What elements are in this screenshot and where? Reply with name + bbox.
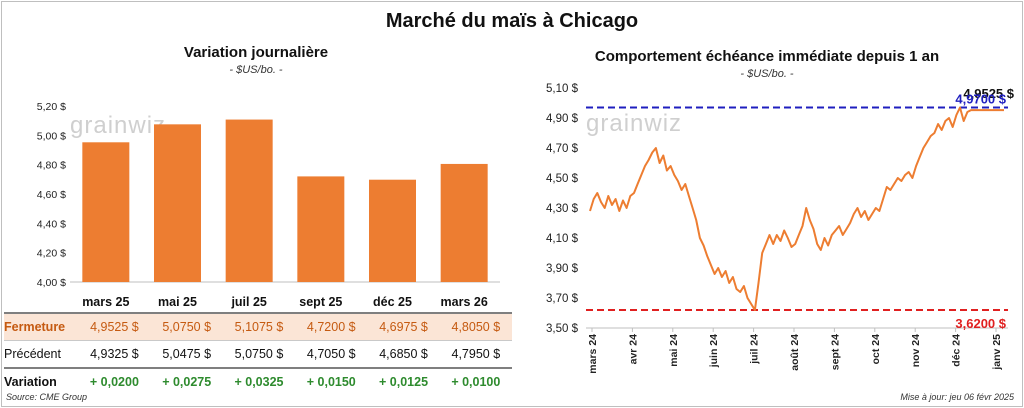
line-y-tick-label: 4,90 $ <box>546 113 579 125</box>
previous-cell: 4,9325 $ <box>78 340 151 369</box>
watermark-right: grainwiz <box>586 110 683 137</box>
bar <box>82 142 130 282</box>
line-x-tick-label: juin 24 <box>708 334 720 368</box>
bar <box>369 179 416 282</box>
line-x-tick-label: août 24 <box>789 334 801 371</box>
variation-cell: + 0,0100 <box>451 375 501 389</box>
close-cell: 5,0750 $ <box>150 312 223 341</box>
table-row-previous: Précédent 4,9325 $ 5,0475 $ 5,0750 $ 4,7… <box>4 340 512 369</box>
bar-y-tick-label: 5,20 $ <box>37 101 66 113</box>
line-y-tick-label: 3,70 $ <box>546 293 579 305</box>
previous-cell: 4,6850 $ <box>367 340 440 369</box>
table-row-close: Fermeture 4,9525 $ 5,0750 $ 5,1075 $ 4,7… <box>4 312 512 341</box>
bar <box>440 163 488 282</box>
close-cell: 5,1075 $ <box>222 312 296 341</box>
bar-chart-unit: - $US/bo. - <box>229 64 283 76</box>
bar-y-tick-label: 4,60 $ <box>37 189 66 201</box>
previous-cell: 4,7950 $ <box>439 340 512 369</box>
update-note: Mise à jour: jeu 06 févr 2025 <box>900 392 1014 402</box>
bar-category-label: mars 25 <box>82 295 129 309</box>
line-x-tick-label: sept 24 <box>829 334 841 370</box>
variation-cell: + 0,0150 <box>306 375 356 389</box>
line-y-tick-label: 3,50 $ <box>546 323 579 335</box>
variation-cell: + 0,0275 <box>162 375 212 389</box>
variation-cell: + 0,0200 <box>89 375 139 389</box>
bar-category-label: déc 25 <box>373 295 412 309</box>
bar-category-label: mars 26 <box>441 295 488 309</box>
line-x-tick-label: mai 24 <box>668 334 680 367</box>
line-y-tick-label: 4,50 $ <box>546 173 579 185</box>
line-x-tick-label: juil 24 <box>749 334 761 365</box>
bar-category-label: sept 25 <box>299 295 342 309</box>
bar-y-tick-label: 4,00 $ <box>37 277 66 289</box>
line-y-tick-label: 5,10 $ <box>546 83 579 95</box>
bar-y-tick-label: 4,40 $ <box>37 218 66 230</box>
price-line <box>589 106 1004 311</box>
previous-cell: 5,0475 $ <box>150 340 223 369</box>
last-value-label: 4,9525 $ <box>963 86 1014 101</box>
bar-category-label: juil 25 <box>230 295 266 309</box>
main-title: Marché du maïs à Chicago <box>385 10 639 32</box>
variation-cell: + 0,0125 <box>379 375 429 389</box>
close-label: Fermeture <box>4 312 79 341</box>
line-y-tick-label: 4,10 $ <box>546 233 579 245</box>
bar-chart-title: Variation journalière <box>183 44 329 61</box>
bar-y-tick-label: 4,20 $ <box>37 248 66 260</box>
variation-cell: + 0,0325 <box>234 375 284 389</box>
bar-category-label: mai 25 <box>158 295 197 309</box>
watermark-left: grainwiz <box>70 112 167 139</box>
previous-cell: 5,0750 $ <box>222 340 296 369</box>
variation-label: Variation <box>4 375 57 389</box>
bar <box>154 124 201 282</box>
close-cell: 4,6975 $ <box>367 312 440 341</box>
price-table: Fermeture 4,9525 $ 5,0750 $ 5,1075 $ 4,7… <box>4 312 512 395</box>
line-x-tick-label: oct 24 <box>870 334 882 365</box>
line-y-tick-label: 3,90 $ <box>546 263 579 275</box>
high-value-label: 4,9700 $ <box>955 92 1006 107</box>
line-x-tick-label: janv 25 <box>991 334 1003 371</box>
close-cell: 4,7200 $ <box>295 312 368 341</box>
table-row-variation: Variation + 0,0200 + 0,0275 + 0,0325 + 0… <box>4 368 512 395</box>
bar <box>297 176 345 282</box>
low-value-label: 3,6200 $ <box>955 316 1006 331</box>
previous-label: Précédent <box>4 340 79 369</box>
line-y-tick-label: 4,30 $ <box>546 203 579 215</box>
close-cell: 4,8050 $ <box>439 312 512 341</box>
line-x-tick-label: déc 24 <box>951 334 963 367</box>
line-x-tick-label: mars 24 <box>587 334 599 374</box>
line-y-tick-label: 4,70 $ <box>546 143 579 155</box>
bar-y-tick-label: 4,80 $ <box>37 160 66 172</box>
source-note: Source: CME Group <box>6 392 88 402</box>
bar-y-tick-label: 5,00 $ <box>37 130 66 142</box>
line-chart-title: Comportement échéance immédiate depuis 1… <box>594 48 940 65</box>
bar <box>225 119 273 282</box>
close-cell: 4,9525 $ <box>78 312 151 341</box>
line-chart-unit: - $US/bo. - <box>740 68 794 80</box>
line-x-tick-label: avr 24 <box>627 334 639 365</box>
previous-cell: 4,7050 $ <box>295 340 368 369</box>
line-x-tick-label: nov 24 <box>910 334 922 367</box>
